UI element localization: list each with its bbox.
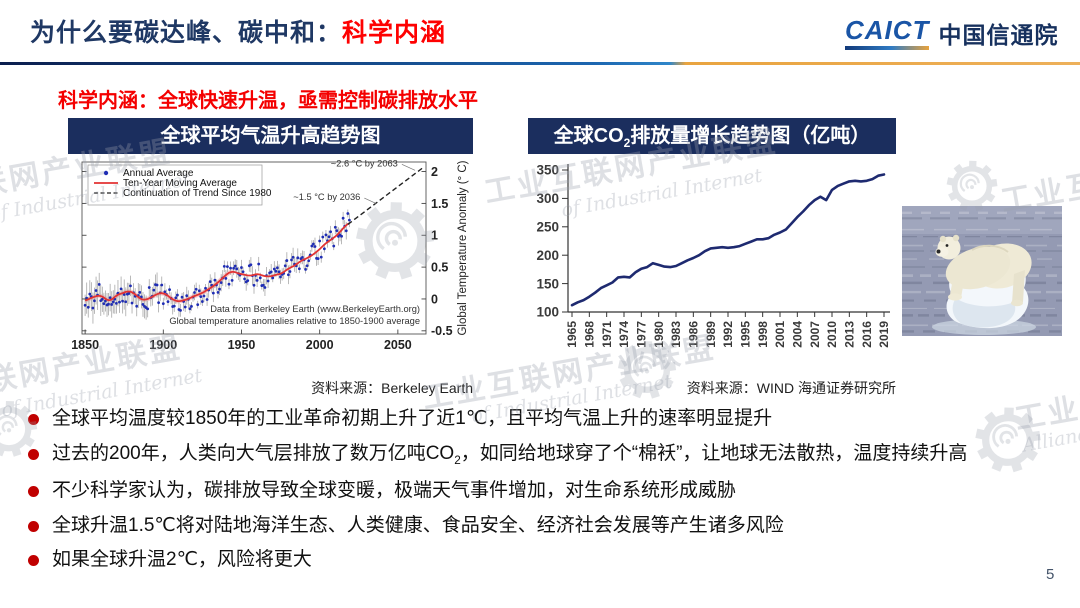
bullet-dot (28, 448, 39, 460)
caict-logo-cn: 中国信通院 (938, 22, 1059, 48)
svg-text:2001: 2001 (773, 321, 787, 348)
bullet-item: 全球升温1.5℃将对陆地海洋生态、人类健康、食品安全、经济社会发展等产生诸多风险 (28, 515, 1068, 538)
svg-text:0.5: 0.5 (431, 260, 448, 274)
bullet-text: 不少科学家认为，碳排放导致全球变暖，极端天气事件增加，对生命系统形成威胁 (52, 479, 737, 501)
svg-text:2013: 2013 (843, 321, 857, 348)
svg-text:300: 300 (536, 191, 559, 206)
svg-text:1.5: 1.5 (431, 197, 448, 211)
svg-text:150: 150 (536, 276, 559, 291)
temperature-chart: ~1.5 °C by 2036 ~2.6 °C by 2063 1850 1900 19… (71, 158, 469, 352)
page-title: 为什么要碳达峰、碳中和：科学内涵 (30, 13, 446, 49)
bullet-text: 如果全球升温2℃，风险将更大 (52, 549, 312, 571)
bullet-dot (28, 485, 39, 497)
caict-logo-underline (845, 45, 930, 50)
svg-text:~2.6 °C by 2063: ~2.6 °C by 2063 (331, 158, 398, 168)
svg-text:2007: 2007 (808, 321, 822, 348)
svg-text:2: 2 (431, 165, 438, 179)
svg-text:1983: 1983 (669, 321, 683, 348)
temperature-chart-title: 全球平均气温升高趋势图 (68, 118, 473, 154)
polar-bear-image (902, 206, 1062, 336)
caict-logo-text: CAICT (845, 14, 930, 45)
bullet-list: 全球平均温度较1850年的工业革命初期上升了近1℃，且平均气温上升的速率明显提升… (28, 408, 1068, 584)
svg-text:Ten-Year Moving Average: Ten-Year Moving Average (123, 178, 237, 189)
bullet-dot (28, 414, 39, 425)
svg-text:1968: 1968 (583, 321, 597, 348)
svg-text:1992: 1992 (721, 321, 735, 348)
polar-bear (935, 234, 1032, 307)
svg-text:Global Temperature Anomaly (°: Global Temperature Anomaly (° C) (457, 160, 469, 335)
svg-text:~1.5 °C by 2036: ~1.5 °C by 2036 (293, 192, 360, 202)
co2-title-post: 排放量增长趋势图（亿吨） (630, 125, 871, 147)
bullet-text: 全球平均温度较1850年的工业革命初期上升了近1℃，且平均气温上升的速率明显提升 (52, 408, 773, 429)
svg-text:200: 200 (536, 248, 559, 263)
header-divider (0, 62, 1080, 65)
svg-text:Global temperature anomalies r: Global temperature anomalies relative to… (169, 316, 420, 326)
svg-text:Data from Berkeley Earth (www.: Data from Berkeley Earth (www.BerkeleyEa… (210, 304, 420, 314)
svg-text:1971: 1971 (600, 321, 614, 348)
svg-text:1850: 1850 (71, 338, 99, 352)
bullet-text: 过去的200年，人类向大气层排放了数万亿吨CO2，如同给地球穿了个“棉袄”，让地… (52, 442, 968, 467)
svg-text:350: 350 (536, 163, 559, 178)
svg-text:1986: 1986 (687, 321, 701, 348)
bullet-item: 全球平均温度较1850年的工业革命初期上升了近1℃，且平均气温上升的速率明显提升 (28, 408, 1068, 431)
bullet-dot (28, 520, 39, 532)
svg-text:100: 100 (536, 305, 559, 320)
svg-text:2004: 2004 (791, 321, 805, 348)
bullet-dot (28, 555, 39, 567)
svg-text:1900: 1900 (149, 338, 177, 352)
co2-chart-source: 资料来源：WIND 海通证券研究所 (686, 380, 896, 396)
svg-text:1980: 1980 (652, 321, 666, 348)
bullet-item: 过去的200年，人类向大气层排放了数万亿吨CO2，如同给地球穿了个“棉袄”，让地… (28, 443, 1068, 468)
svg-text:Annual Average: Annual Average (123, 168, 194, 179)
bullet-item: 不少科学家认为，碳排放导致全球变暖，极端天气事件增加，对生命系统形成威胁 (28, 480, 1068, 503)
svg-text:1995: 1995 (739, 321, 753, 348)
svg-text:1965: 1965 (565, 321, 579, 348)
svg-text:1950: 1950 (228, 338, 256, 352)
svg-text:1: 1 (431, 229, 438, 243)
page-title-accent: 科学内涵 (342, 19, 447, 47)
svg-text:Continuation of Trend Since 19: Continuation of Trend Since 1980 (123, 188, 272, 199)
co2-title-pre: 全球CO (553, 125, 624, 147)
caict-logo: CAICT 中国信通院 (845, 16, 1058, 50)
svg-text:-0.5: -0.5 (431, 324, 453, 338)
svg-text:250: 250 (536, 220, 559, 235)
svg-text:1977: 1977 (635, 321, 649, 348)
svg-text:2019: 2019 (877, 321, 891, 348)
subtitle: 科学内涵：全球快速升温，亟需控制碳排放水平 (58, 90, 478, 112)
bullet-text: 全球升温1.5℃将对陆地海洋生态、人类健康、食品安全、经济社会发展等产生诸多风险 (52, 514, 784, 536)
co2-chart-title: 全球CO2排放量增长趋势图（亿吨） (528, 118, 896, 154)
svg-text:1989: 1989 (704, 321, 718, 348)
svg-text:1998: 1998 (756, 321, 770, 348)
page-number: 5 (1046, 566, 1055, 583)
page-title-main: 为什么要碳达峰、碳中和： (30, 19, 343, 47)
svg-text:2050: 2050 (384, 338, 412, 352)
co2-title-sub: 2 (623, 136, 631, 150)
temperature-chart-source: 资料来源：Berkeley Earth (311, 380, 473, 396)
svg-text:0: 0 (431, 292, 438, 306)
caict-logo-mark: CAICT (845, 14, 930, 50)
svg-text:1974: 1974 (617, 321, 631, 348)
bullet-item: 如果全球升温2℃，风险将更大 (28, 549, 1068, 572)
svg-text:2000: 2000 (306, 338, 334, 352)
svg-text:2016: 2016 (860, 321, 874, 348)
svg-text:2010: 2010 (825, 321, 839, 348)
